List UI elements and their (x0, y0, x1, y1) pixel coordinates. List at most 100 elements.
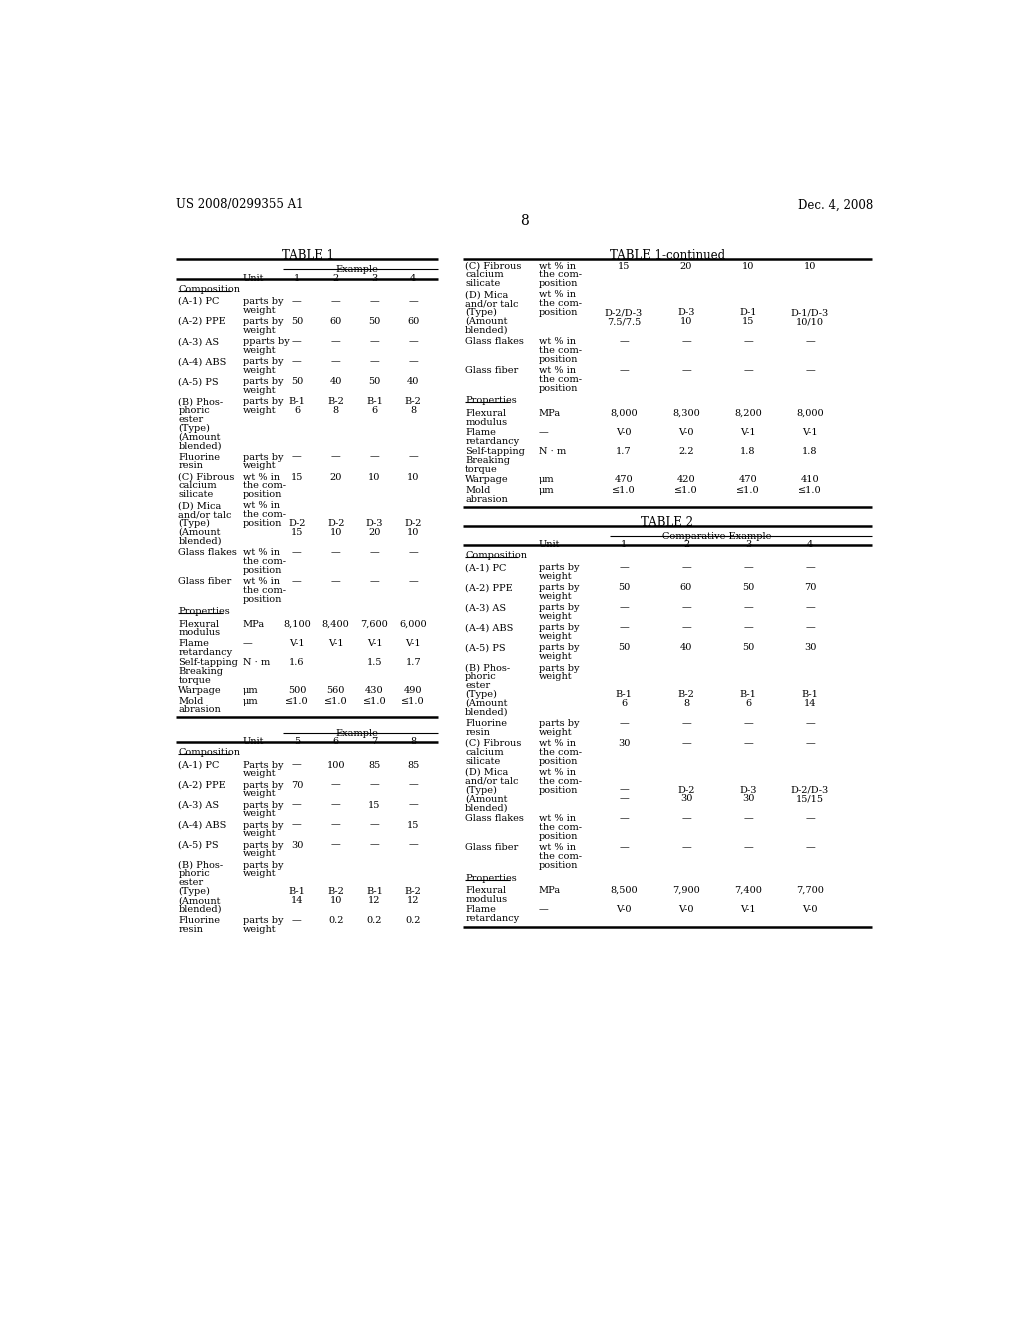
Text: —: — (292, 821, 302, 829)
Text: position: position (539, 384, 579, 392)
Text: (A-5) PS: (A-5) PS (178, 378, 219, 385)
Text: the com-: the com- (539, 346, 582, 355)
Text: —: — (370, 780, 379, 789)
Text: N · m: N · m (539, 447, 566, 457)
Text: B-2: B-2 (678, 690, 694, 700)
Text: position: position (539, 280, 579, 288)
Text: and/or talc: and/or talc (465, 776, 518, 785)
Text: —: — (805, 719, 815, 727)
Text: 50: 50 (291, 378, 303, 385)
Text: TABLE 1-continued: TABLE 1-continued (610, 249, 725, 263)
Text: B-1: B-1 (802, 690, 818, 700)
Text: 430: 430 (366, 686, 384, 696)
Text: weight: weight (539, 652, 572, 661)
Text: 60: 60 (330, 317, 342, 326)
Text: 500: 500 (288, 686, 306, 696)
Text: 7,900: 7,900 (672, 886, 699, 895)
Text: D-3: D-3 (677, 308, 694, 317)
Text: 20: 20 (330, 473, 342, 482)
Text: —: — (620, 843, 629, 853)
Text: modulus: modulus (465, 895, 507, 904)
Text: —: — (620, 785, 629, 795)
Text: V-1: V-1 (802, 428, 818, 437)
Text: blended): blended) (465, 804, 509, 812)
Text: weight: weight (539, 672, 572, 681)
Text: (C) Fibrous: (C) Fibrous (178, 473, 234, 482)
Text: —: — (292, 337, 302, 346)
Text: parts by: parts by (539, 719, 580, 727)
Text: (A-1) PC: (A-1) PC (178, 297, 220, 306)
Text: Self-tapping: Self-tapping (465, 447, 525, 457)
Text: 8,000: 8,000 (610, 409, 638, 417)
Text: (A-1) PC: (A-1) PC (178, 760, 220, 770)
Text: wt % in: wt % in (243, 577, 280, 586)
Text: (Amount: (Amount (465, 795, 508, 804)
Text: D-3: D-3 (739, 785, 757, 795)
Text: (C) Fibrous: (C) Fibrous (465, 261, 521, 271)
Text: Flame: Flame (178, 639, 209, 648)
Text: —: — (620, 795, 629, 804)
Text: modulus: modulus (178, 628, 220, 638)
Text: 6: 6 (294, 407, 300, 414)
Text: ≤1.0: ≤1.0 (674, 486, 697, 495)
Text: phoric: phoric (178, 407, 210, 414)
Text: wt % in: wt % in (539, 814, 575, 824)
Text: 50: 50 (369, 317, 381, 326)
Text: ≤1.0: ≤1.0 (362, 697, 386, 706)
Text: —: — (620, 564, 629, 573)
Text: parts by: parts by (243, 397, 284, 407)
Text: (C) Fibrous: (C) Fibrous (465, 739, 521, 748)
Text: MPa: MPa (539, 409, 561, 417)
Text: —: — (805, 564, 815, 573)
Text: parts by: parts by (539, 564, 580, 573)
Text: Mold: Mold (465, 486, 490, 495)
Text: Warpage: Warpage (178, 686, 222, 696)
Text: Properties: Properties (465, 396, 517, 405)
Text: wt % in: wt % in (539, 366, 575, 375)
Text: 3: 3 (372, 275, 378, 282)
Text: pparts by: pparts by (243, 337, 290, 346)
Text: —: — (743, 814, 753, 824)
Text: V-1: V-1 (328, 639, 343, 648)
Text: —: — (370, 358, 379, 366)
Text: parts by: parts by (243, 780, 284, 789)
Text: —: — (370, 453, 379, 462)
Text: the com-: the com- (539, 824, 582, 833)
Text: (Amount: (Amount (465, 700, 508, 708)
Text: 1.5: 1.5 (367, 659, 382, 667)
Text: 30: 30 (804, 644, 816, 652)
Text: abrasion: abrasion (465, 495, 508, 503)
Text: μm: μm (243, 686, 258, 696)
Text: weight: weight (243, 789, 276, 799)
Text: —: — (292, 760, 302, 770)
Text: D-3: D-3 (366, 519, 383, 528)
Text: —: — (243, 639, 253, 648)
Text: —: — (370, 297, 379, 306)
Text: —: — (331, 841, 341, 850)
Text: 8: 8 (411, 407, 417, 414)
Text: the com-: the com- (243, 586, 286, 595)
Text: (A-5) PS: (A-5) PS (178, 841, 219, 850)
Text: Fluorine: Fluorine (178, 916, 220, 925)
Text: 70: 70 (291, 780, 303, 789)
Text: Dec. 4, 2008: Dec. 4, 2008 (799, 198, 873, 211)
Text: 10/10: 10/10 (796, 317, 824, 326)
Text: 15: 15 (407, 821, 420, 829)
Text: position: position (243, 490, 282, 499)
Text: weight: weight (243, 462, 276, 470)
Text: —: — (409, 780, 418, 789)
Text: (A-3) AS: (A-3) AS (178, 800, 219, 809)
Text: 50: 50 (291, 317, 303, 326)
Text: (A-1) PC: (A-1) PC (465, 564, 507, 573)
Text: parts by: parts by (243, 297, 284, 306)
Text: retardancy: retardancy (465, 915, 519, 923)
Text: N · m: N · m (243, 659, 270, 667)
Text: D-2: D-2 (404, 519, 422, 528)
Text: 8,300: 8,300 (672, 409, 699, 417)
Text: (D) Mica: (D) Mica (178, 502, 221, 511)
Text: retardancy: retardancy (178, 648, 232, 657)
Text: (A-2) PPE: (A-2) PPE (178, 780, 226, 789)
Text: weight: weight (243, 850, 276, 858)
Text: position: position (539, 308, 579, 317)
Text: 2: 2 (333, 275, 339, 282)
